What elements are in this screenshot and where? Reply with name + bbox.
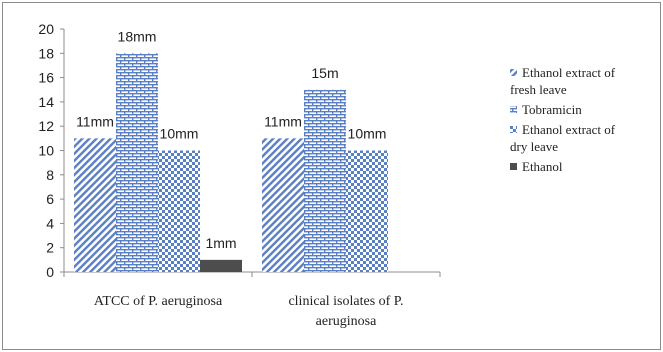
y-tick-label: 8 [46,167,54,183]
bar [346,150,388,272]
y-tick-label: 10 [38,143,54,159]
axes: 0 2 4 6 8 10 12 14 16 18 20 ATCC of P. aeruginosa cl… [38,21,441,329]
y-tick-label: 4 [46,215,54,231]
data-label: 10mm [160,126,199,142]
y-tick-label: 2 [46,240,54,256]
legend-swatch [510,106,517,113]
y-tick-label: 12 [38,118,54,134]
legend-label: dry leave [510,139,558,154]
legend-swatch [510,69,517,76]
legend-swatch [510,126,517,133]
bars: 11mm 18mm 10mm 1mm 11mm 15m 10mm [74,28,388,272]
bar [262,138,304,272]
category-label: aeruginosa [316,314,377,329]
y-tick-label: 0 [46,264,54,280]
y-tick-label: 6 [46,191,54,207]
data-label: 11mm [76,113,114,129]
legend: Ethanol extract of fresh leave Tobramicin E… [510,65,616,174]
category-label: ATCC of P. aeruginosa [94,294,223,309]
data-label: 18mm [118,28,157,44]
bar [74,138,116,272]
legend-label: Ethanol extract of [522,65,616,80]
y-tick-label: 18 [38,45,54,61]
bar [304,89,346,272]
y-tick-label: 14 [38,94,54,110]
y-tick-label: 20 [38,21,54,37]
legend-label: Ethanol extract of [522,122,616,137]
legend-swatch [510,163,517,170]
bar [116,53,158,272]
legend-label: Tobramicin [522,102,582,117]
data-label: 1mm [205,235,236,251]
y-tick-label: 16 [38,70,54,86]
bar [200,259,242,272]
legend-label: Ethanol [522,159,563,174]
bar [158,150,200,272]
data-label: 10mm [348,126,387,142]
legend-label: fresh leave [510,82,567,97]
category-label: clinical isolates of P. [288,294,403,309]
data-label: 11mm [264,113,302,129]
data-label: 15m [311,65,338,81]
